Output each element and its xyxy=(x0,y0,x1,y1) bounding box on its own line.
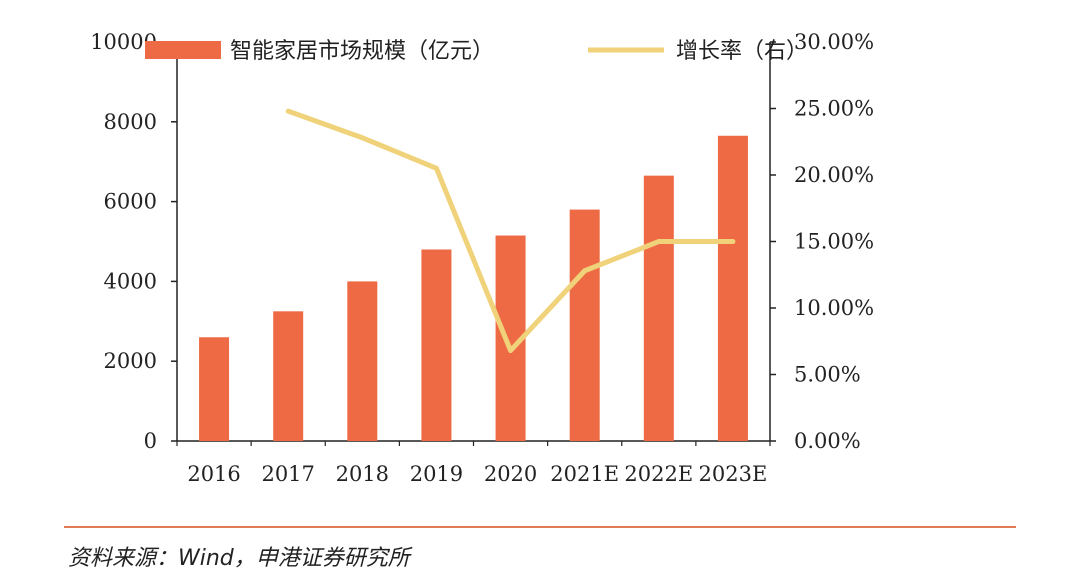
growth-point xyxy=(732,241,734,242)
y-left-tick-label: 0 xyxy=(144,429,157,453)
x-tick-label: 2023E xyxy=(699,462,768,486)
bar xyxy=(347,281,378,441)
growth-point xyxy=(361,137,363,139)
axes: 02000400060008000100000.00%5.00%10.00%15… xyxy=(90,30,874,486)
x-tick-label: 2018 xyxy=(336,462,389,486)
y-right-tick-label: 5.00% xyxy=(794,363,861,387)
bar xyxy=(569,209,600,441)
x-tick-label: 2019 xyxy=(410,462,463,486)
growth-point xyxy=(584,270,586,272)
growth-point xyxy=(435,167,437,169)
bar xyxy=(421,249,452,441)
bar xyxy=(273,311,304,441)
y-right-tick-label: 25.00% xyxy=(794,97,874,121)
bar xyxy=(717,135,748,441)
y-left-tick-label: 8000 xyxy=(104,110,157,134)
x-tick-label: 2016 xyxy=(187,462,240,486)
legend-line-label: 增长率（右） xyxy=(676,39,808,64)
y-right-tick-label: 30.00% xyxy=(794,30,874,54)
bar xyxy=(199,337,230,441)
y-left-tick-label: 6000 xyxy=(104,190,157,214)
source-note: 资料来源：Wind，申港证券研究所 xyxy=(68,546,410,571)
y-right-tick-label: 20.00% xyxy=(794,163,874,187)
x-tick-label: 2017 xyxy=(261,462,314,486)
x-tick-label: 2021E xyxy=(550,462,619,486)
y-left-tick-label: 4000 xyxy=(104,269,157,293)
y-right-tick-label: 0.00% xyxy=(794,429,861,453)
line-series xyxy=(285,108,736,354)
y-right-tick-label: 10.00% xyxy=(794,296,874,320)
growth-point xyxy=(658,241,660,242)
y-right-tick-label: 15.00% xyxy=(794,230,874,254)
x-tick-label: 2020 xyxy=(484,462,537,486)
legend: 智能家居市场规模（亿元） 增长率（右） xyxy=(145,39,808,64)
bar-series xyxy=(199,135,748,442)
growth-point xyxy=(510,350,512,352)
legend-bar-label: 智能家居市场规模（亿元） xyxy=(230,39,494,64)
bar xyxy=(643,175,674,442)
footer-rule xyxy=(64,526,1016,528)
growth-point xyxy=(287,110,289,112)
y-left-tick-label: 2000 xyxy=(104,349,157,373)
legend-bar-swatch xyxy=(145,41,221,59)
x-tick-label: 2022E xyxy=(624,462,693,486)
